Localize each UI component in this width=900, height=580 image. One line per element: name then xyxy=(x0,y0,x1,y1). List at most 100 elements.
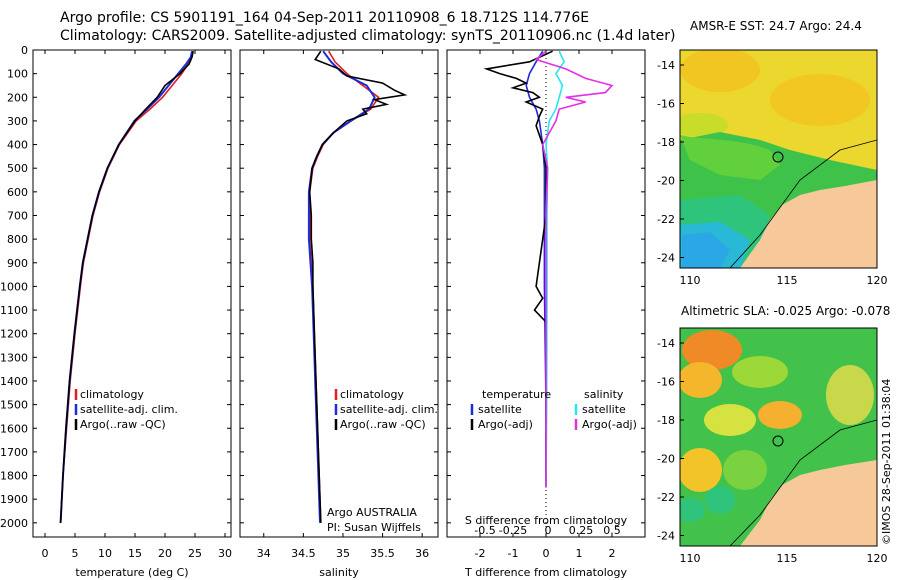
map2-lat-label: -22 xyxy=(657,491,675,504)
map1-lon-label: 120 xyxy=(867,274,888,287)
depth-tick-label: 1500 xyxy=(0,399,28,412)
sla-map xyxy=(680,328,877,546)
depth-tick-label: 1300 xyxy=(0,351,28,364)
depth-tick-label: 2000 xyxy=(0,517,28,530)
map2-lat-label: -16 xyxy=(657,376,675,389)
sal-series-0 xyxy=(308,50,380,523)
depth-tick-label: 100 xyxy=(7,68,28,81)
profile-title: Argo profile: CS 5901191_164 04-Sep-2011… xyxy=(60,10,590,26)
depth-tick-label: 1400 xyxy=(0,375,28,388)
temp-xtick-label: 15 xyxy=(128,547,142,560)
diff-series-2 xyxy=(545,50,566,488)
temp-series-2 xyxy=(59,51,194,523)
diff-series-0 xyxy=(525,50,547,488)
diff-xtick-label: -2 xyxy=(475,547,486,560)
map1-lat-label: -20 xyxy=(657,175,675,188)
map1-lat-label: -16 xyxy=(657,98,675,111)
map2-lon-label: 120 xyxy=(867,552,888,565)
depth-tick-label: 1900 xyxy=(0,493,28,506)
diff-s-legend-label: Argo(-adj) xyxy=(582,418,637,431)
diff-series-1 xyxy=(483,50,553,488)
sal-xtick-label: 35.5 xyxy=(370,547,395,560)
map1-lon-label: 110 xyxy=(680,274,701,287)
diff-sal-tick-label: -0.25 xyxy=(499,524,527,537)
temp-xtick-label: 30 xyxy=(218,547,232,560)
sst-float-marker xyxy=(772,151,784,163)
temp-legend-label: Argo(..raw -QC) xyxy=(80,418,166,431)
temp-xtick-label: 10 xyxy=(98,547,112,560)
diff-s-legend-label: salinity xyxy=(584,388,624,401)
sst-map xyxy=(680,50,877,268)
depth-tick-label: 600 xyxy=(7,186,28,199)
diff-series-3 xyxy=(534,50,614,488)
sal-legend-label: satellite-adj. clim. xyxy=(340,403,438,416)
diff-s-legend-label: satellite xyxy=(582,403,626,416)
depth-tick-label: 1100 xyxy=(0,304,28,317)
map1-lat-label: -24 xyxy=(657,252,675,265)
temp-xtick-label: 5 xyxy=(72,547,79,560)
sla-map-title: Altimetric SLA: -0.025 Argo: -0.078 xyxy=(681,304,891,318)
temp-frame xyxy=(32,49,232,538)
depth-tick-label: 0 xyxy=(21,44,28,57)
depth-tick-label: 1200 xyxy=(0,328,28,341)
diff-xtick-label: -1 xyxy=(508,547,519,560)
diff-sal-tick-label: 0.25 xyxy=(569,524,594,537)
diff-t-legend-label: temperature xyxy=(482,388,551,401)
sal-xlabel: salinity xyxy=(319,566,359,579)
depth-tick-label: 300 xyxy=(7,115,28,128)
diff-t-legend-label: satellite xyxy=(478,403,522,416)
temp-xtick-label: 0 xyxy=(42,547,49,560)
temp-legend-label: climatology xyxy=(80,388,144,401)
sal-xtick-label: 36 xyxy=(415,547,429,560)
temp-xtick-label: 25 xyxy=(188,547,202,560)
sal-frame xyxy=(239,49,439,538)
sal-legend-label: Argo(..raw -QC) xyxy=(340,418,426,431)
depth-tick-label: 900 xyxy=(7,257,28,270)
diff-sal-tick-label: 0.5 xyxy=(603,524,621,537)
depth-tick-label: 800 xyxy=(7,233,28,246)
depth-tick-label: 500 xyxy=(7,162,28,175)
sst-land xyxy=(740,180,877,268)
map1-lat-label: -18 xyxy=(657,136,675,149)
sal-xtick-label: 34.5 xyxy=(291,547,316,560)
temp-xtick-label: 20 xyxy=(158,547,172,560)
map2-lon-label: 115 xyxy=(777,552,798,565)
diff-t-legend-label: Argo(-adj) xyxy=(478,418,533,431)
sal-xtick-label: 35 xyxy=(336,547,350,560)
diff-sal-tick-label: 0 xyxy=(545,524,552,537)
sst-map-title: AMSR-E SST: 24.7 Argo: 24.4 xyxy=(690,19,862,33)
diff-xtick-label: 2 xyxy=(609,547,616,560)
temp-legend-label: satellite-adj. clim. xyxy=(80,403,178,416)
sal-xtick-label: 34 xyxy=(257,547,271,560)
depth-tick-label: 1700 xyxy=(0,446,28,459)
sla-land xyxy=(740,460,877,546)
sla-float-marker xyxy=(772,435,784,447)
depth-tick-label: 1600 xyxy=(0,422,28,435)
map2-lon-label: 110 xyxy=(680,552,701,565)
map2-lat-label: -20 xyxy=(657,453,675,466)
temp-panel: 0100200300400500600700800900100011001200… xyxy=(0,44,232,579)
diff-xtick-label: 0 xyxy=(543,547,550,560)
diff-xlabel: T difference from climatology xyxy=(464,566,627,579)
diff-xtick-label: 1 xyxy=(576,547,583,560)
map2-lat-label: -24 xyxy=(657,530,675,543)
map1-lon-label: 115 xyxy=(777,274,798,287)
map1-lat-label: -14 xyxy=(657,59,675,72)
climatology-title: Climatology: CARS2009. Satellite-adjuste… xyxy=(60,28,676,44)
temp-xlabel: temperature (deg C) xyxy=(75,566,188,579)
sal-series-2 xyxy=(308,50,408,523)
map2-lat-label: -18 xyxy=(657,414,675,427)
map1-lat-label: -22 xyxy=(657,213,675,226)
pi-label: PI: Susan Wijffels xyxy=(327,521,421,534)
diff-sal-xlabel: S difference from climatology xyxy=(465,514,628,527)
sal-legend-label: climatology xyxy=(340,388,404,401)
argo-program-label: Argo AUSTRALIA xyxy=(327,506,417,519)
depth-tick-label: 200 xyxy=(7,91,28,104)
depth-tick-label: 1000 xyxy=(0,280,28,293)
depth-tick-label: 1800 xyxy=(0,470,28,483)
sal-panel: 34 34.5 35 35.5 36 salinity xyxy=(239,49,439,579)
depth-tick-label: 400 xyxy=(7,139,28,152)
depth-tick-label: 700 xyxy=(7,209,28,222)
